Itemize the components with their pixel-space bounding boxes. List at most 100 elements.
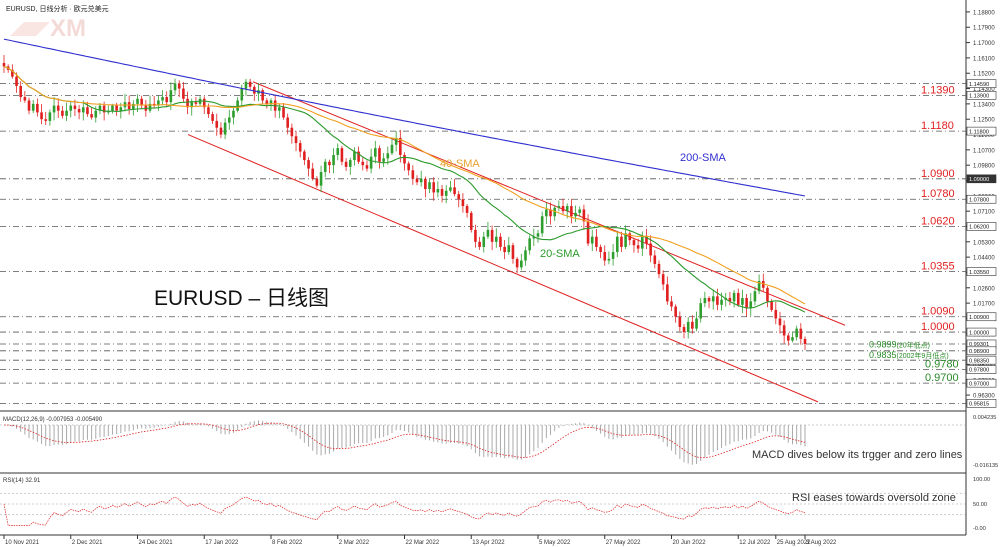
candle-body xyxy=(620,236,623,247)
candle-body xyxy=(803,338,807,344)
candle-body xyxy=(670,301,673,307)
candle-body xyxy=(265,100,269,104)
price-tick-label: 1.11600 xyxy=(973,133,995,139)
candle-body xyxy=(703,298,707,304)
price-box-label: 1.13900 xyxy=(969,94,989,100)
candle-body xyxy=(586,221,590,244)
candle-body xyxy=(603,252,607,261)
candle-body xyxy=(536,233,540,237)
support-level-value: 0.9780 xyxy=(925,359,959,371)
candle-body xyxy=(182,88,185,99)
candle-body xyxy=(90,114,93,118)
sma200-label: 200-SMA xyxy=(680,152,727,164)
candle-body xyxy=(469,212,473,230)
price-box-label: 0.99301 xyxy=(969,342,989,348)
rsi-note: RSI eases towards oversold zone xyxy=(792,492,956,504)
resistance-level-label: 1.0620 xyxy=(921,215,955,227)
macd-legend: MACD(12,26,9) -0.007953 -0.005490 xyxy=(3,417,103,423)
candle-body xyxy=(148,103,152,111)
candle-body xyxy=(307,160,310,169)
candle-body xyxy=(27,100,31,111)
candle-body xyxy=(691,321,694,329)
candle-body xyxy=(190,102,194,108)
candle-body xyxy=(490,229,494,242)
candle-body xyxy=(732,292,736,302)
candle-body xyxy=(77,108,81,113)
support-level-value: 0.9700 xyxy=(925,372,959,384)
candle-body xyxy=(52,105,56,113)
price-box xyxy=(966,346,997,356)
price-tick-label: 1.15200 xyxy=(973,72,995,78)
rsi-legend: RSI(14) 32.91 xyxy=(3,478,41,484)
candle-body xyxy=(111,105,114,111)
candle-body xyxy=(666,284,669,302)
price-box xyxy=(966,91,997,100)
rsi-tick-label: -0.00 xyxy=(973,526,986,532)
sma40-label: 40-SMA xyxy=(440,158,480,170)
resistance-level-label: 1.0000 xyxy=(921,321,955,333)
candle-body xyxy=(382,158,385,162)
candle-body xyxy=(294,136,298,144)
candle-body xyxy=(611,252,615,259)
candle-body xyxy=(81,107,85,113)
candle-body xyxy=(140,98,143,106)
candle-body xyxy=(11,69,14,77)
candle-body xyxy=(449,187,452,191)
candle-body xyxy=(528,238,531,251)
candle-body xyxy=(186,98,189,108)
price-box-label: 0.97800 xyxy=(969,368,989,374)
candle-body xyxy=(428,182,431,190)
price-tick-label: 1.07100 xyxy=(973,210,995,216)
candle-body xyxy=(478,241,481,247)
price-tick-label: 1.16100 xyxy=(973,56,995,62)
price-box-label: 0.95815 xyxy=(969,402,989,408)
time-tick-label: 22 Mar 2022 xyxy=(406,540,440,546)
candle-body xyxy=(223,122,227,135)
candle-body xyxy=(595,236,598,247)
time-tick-label: 8 Feb 2022 xyxy=(272,540,303,546)
candle-body xyxy=(674,306,677,317)
candle-body xyxy=(23,97,27,101)
price-box xyxy=(966,174,997,184)
price-box-label: 1.00900 xyxy=(969,315,989,321)
candle-body xyxy=(761,280,765,288)
candle-body xyxy=(799,328,803,339)
rsi-tick-label: 100.00 xyxy=(973,477,990,483)
candle-body xyxy=(482,236,486,247)
candle-body xyxy=(319,171,323,186)
candle-body xyxy=(686,321,690,333)
candle-body xyxy=(348,160,352,167)
sma20-label: 20-SMA xyxy=(540,248,580,260)
candle-body xyxy=(795,328,798,338)
resistance-level-label: 1.0780 xyxy=(921,188,955,200)
candle-body xyxy=(269,100,273,104)
candle-body xyxy=(561,206,565,212)
candle-body xyxy=(315,178,319,186)
candle-body xyxy=(778,318,782,326)
price-tick-label: 1.05300 xyxy=(973,240,995,246)
candle-body xyxy=(436,189,440,193)
candle-body xyxy=(540,216,544,234)
rsi-pane: 100.00 50.00 -0.00 xyxy=(0,477,990,532)
rsi-line xyxy=(3,496,806,526)
resistance-level-label: 1.0900 xyxy=(921,168,955,180)
candle-body xyxy=(653,255,657,264)
candle-body xyxy=(378,148,381,162)
candle-body xyxy=(770,301,773,310)
candle-body xyxy=(632,240,636,246)
candle-body xyxy=(403,154,406,164)
candle-body xyxy=(373,148,377,157)
candle-body xyxy=(419,178,423,183)
price-box xyxy=(966,267,997,276)
candle-body xyxy=(173,83,177,91)
candle-body xyxy=(757,280,761,292)
candle-body xyxy=(98,105,102,111)
candle-body xyxy=(791,337,794,341)
support-level-label: 0.9780 xyxy=(925,359,959,371)
candle-body xyxy=(736,292,740,305)
candle-body xyxy=(86,107,89,115)
time-tick-label: 3 Aug 2022 xyxy=(806,540,837,546)
xm-watermark: XM xyxy=(10,15,86,42)
candle-body xyxy=(386,153,390,159)
price-box xyxy=(966,378,997,388)
